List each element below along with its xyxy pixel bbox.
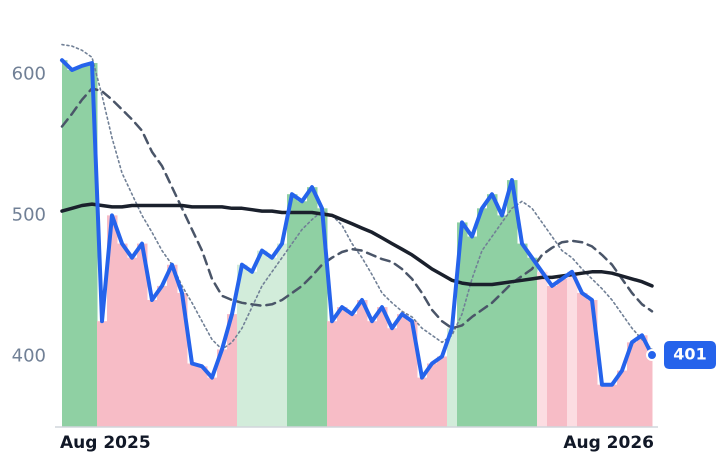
price-area — [597, 384, 608, 427]
price-area — [247, 271, 258, 427]
price-area — [447, 328, 458, 427]
price-area — [157, 285, 168, 427]
price-area — [267, 257, 278, 427]
price-line — [60, 58, 654, 387]
price-area — [337, 307, 348, 427]
price-area — [167, 264, 178, 427]
price-area — [587, 300, 598, 427]
price-area — [537, 271, 548, 427]
price-area — [407, 321, 418, 427]
price-area — [67, 70, 78, 427]
price-area — [327, 321, 338, 427]
y-tick-label: 400 — [12, 345, 46, 366]
price-area — [287, 194, 298, 427]
price-area — [317, 208, 328, 427]
price-area — [397, 314, 408, 427]
price-area — [137, 243, 148, 427]
price-area — [557, 278, 568, 427]
price-area — [517, 243, 528, 427]
price-area — [607, 384, 618, 427]
price-area — [77, 65, 88, 427]
price-area — [617, 370, 628, 427]
price-area — [187, 363, 198, 427]
value-badge-label: 401 — [673, 345, 706, 364]
price-area — [497, 215, 508, 427]
price-area — [177, 292, 188, 427]
price-area — [107, 215, 118, 427]
y-tick-label: 600 — [12, 63, 46, 84]
x-tick-label: Aug 2026 — [563, 433, 654, 453]
value-badge — [664, 341, 716, 370]
moving-average-line — [61, 43, 653, 351]
price-area — [357, 300, 368, 427]
price-area — [127, 257, 138, 427]
price-area — [97, 321, 108, 427]
price-area — [62, 60, 68, 427]
price-area — [197, 366, 208, 427]
price-area — [147, 300, 158, 427]
last-point — [646, 349, 658, 362]
price-area — [427, 363, 438, 427]
price-area — [307, 187, 318, 427]
y-tick-label: 500 — [12, 204, 46, 225]
price-area — [277, 243, 288, 427]
x-tick-label: Aug 2025 — [60, 433, 151, 453]
price-area — [377, 307, 388, 427]
price-area — [207, 377, 218, 427]
price-area — [87, 62, 98, 428]
moving-average-line — [60, 87, 654, 330]
price-area — [527, 257, 538, 427]
price-area — [297, 201, 308, 427]
price-area — [647, 355, 653, 427]
price-area — [507, 180, 518, 427]
price-area — [227, 314, 238, 427]
price-area — [627, 342, 638, 427]
price-area — [117, 243, 128, 427]
price-area — [387, 328, 398, 427]
price-area — [437, 356, 448, 427]
price-area — [347, 314, 358, 427]
price-area — [487, 194, 498, 427]
price-area — [467, 236, 478, 427]
price-area — [217, 349, 228, 427]
price-area — [417, 377, 428, 427]
price-area — [567, 271, 578, 427]
price-area — [637, 335, 648, 427]
price-area — [547, 285, 558, 427]
price-area — [577, 292, 588, 427]
price-area — [367, 321, 378, 427]
price-area — [237, 264, 248, 427]
moving-average-line — [60, 202, 654, 288]
price-area — [257, 250, 268, 427]
price-area — [477, 208, 488, 427]
